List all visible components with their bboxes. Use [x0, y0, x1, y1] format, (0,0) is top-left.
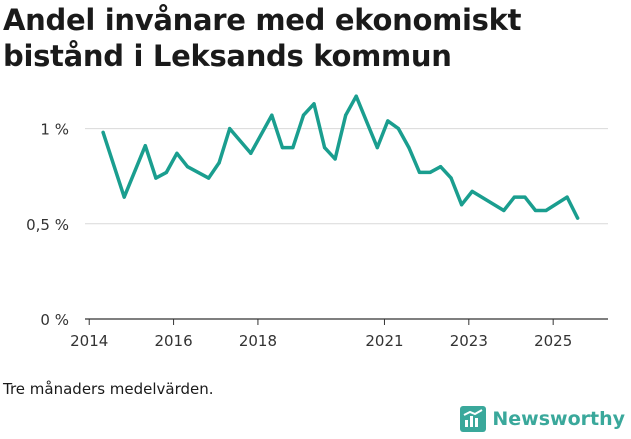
y-tick-label: 0,5 %: [26, 216, 69, 234]
data-point: [217, 161, 221, 165]
data-point: [291, 146, 295, 150]
series-layer: [101, 94, 580, 220]
x-tick-label: 2023: [450, 332, 488, 350]
x-tick-label: 2018: [239, 332, 277, 350]
brand-logo[interactable]: Newsworthy: [460, 406, 625, 432]
data-point: [523, 195, 527, 199]
data-point: [185, 165, 190, 169]
data-point: [270, 113, 274, 117]
data-point: [322, 146, 327, 150]
data-point: [354, 94, 358, 98]
data-point: [344, 113, 348, 117]
grid-layer: 0 % 0,5 % 1 %: [26, 121, 608, 329]
data-point: [417, 170, 422, 174]
x-tick-label: 2014: [70, 332, 108, 350]
y-tick-label: 1 %: [40, 121, 69, 139]
data-point: [470, 189, 474, 194]
data-point: [164, 170, 169, 174]
data-point: [502, 208, 506, 213]
footnote: Tre månaders medelvärden.: [3, 380, 214, 398]
data-point: [512, 195, 516, 199]
data-point: [533, 208, 538, 213]
data-point: [576, 216, 580, 220]
data-point: [449, 176, 453, 180]
data-point: [249, 151, 253, 155]
data-point: [228, 126, 232, 131]
data-point: [428, 170, 432, 174]
data-point: [301, 113, 306, 117]
data-point: [565, 195, 569, 199]
data-point: [154, 176, 158, 180]
y-tick-label: 0 %: [40, 311, 69, 329]
data-point: [122, 195, 126, 199]
series-line: [101, 94, 580, 220]
data-point: [544, 208, 548, 213]
data-point: [396, 126, 400, 131]
data-point: [460, 203, 464, 207]
data-point: [175, 151, 179, 155]
data-point: [407, 146, 411, 150]
data-point: [375, 146, 379, 150]
data-point: [438, 165, 443, 169]
data-point: [386, 119, 390, 123]
x-tick-label: 2021: [365, 332, 403, 350]
brand-name: Newsworthy: [492, 408, 625, 430]
x-axis: 2014 2016 2018 2021 2023 2025: [70, 319, 572, 350]
data-point: [143, 144, 147, 148]
data-point: [206, 176, 211, 180]
line-chart: 0 % 0,5 % 1 % 2014 2016 2018 2021 2023 2025: [26, 94, 608, 350]
chart-title: Andel invånare med ekonomiskt bistånd i …: [3, 3, 522, 73]
data-point: [280, 146, 284, 150]
data-point: [333, 157, 337, 161]
newsworthy-logo-icon: [460, 406, 487, 432]
data-point: [312, 102, 316, 106]
data-point: [101, 130, 105, 134]
x-tick-label: 2025: [534, 332, 572, 350]
x-tick-label: 2016: [154, 332, 192, 350]
